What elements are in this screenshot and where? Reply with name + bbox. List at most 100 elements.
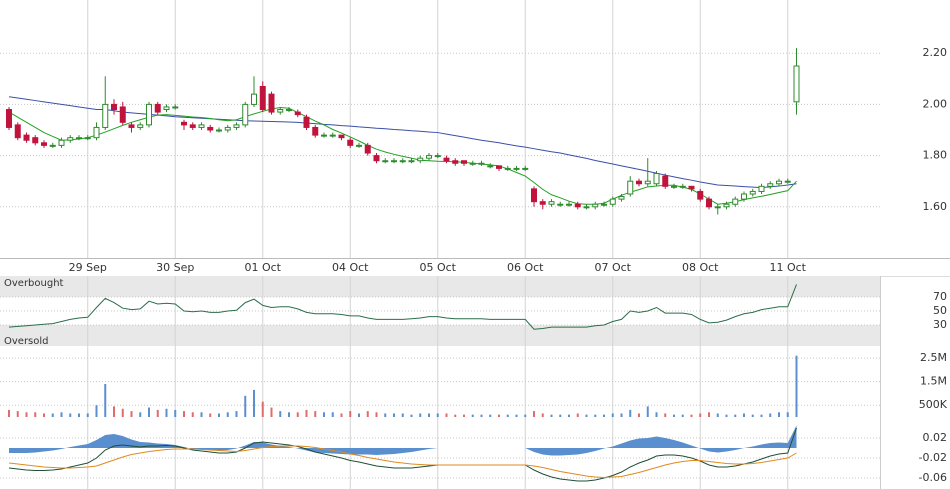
volume-bar (454, 414, 457, 417)
x-tick-label: 05 Oct (419, 261, 456, 274)
y-tick-label: 2.00 (923, 97, 948, 110)
volume-bar (209, 413, 212, 417)
candle-body (452, 160, 459, 164)
x-tick-label: 29 Sep (69, 261, 107, 274)
volume-bar (86, 413, 89, 417)
volume-bar (760, 414, 763, 417)
volume-bar (340, 413, 343, 417)
candle-body (539, 201, 546, 205)
volume-bar (603, 414, 605, 417)
candle-body (732, 198, 739, 205)
volume-bar (69, 413, 72, 417)
volume-bar (524, 414, 527, 417)
volume-bar (314, 411, 317, 417)
volume-bar (489, 414, 492, 417)
candle-body (259, 85, 266, 111)
overbought-band (0, 276, 880, 297)
y-tick-label: -0.06 (919, 471, 947, 484)
candle-body (741, 193, 747, 200)
volume-bar (716, 413, 719, 417)
volume-bar (366, 411, 369, 417)
volume-bar (270, 407, 273, 417)
candle-body (504, 167, 511, 170)
candle-body (163, 106, 170, 111)
candle-body (548, 201, 555, 205)
volume-bar (436, 413, 439, 417)
candle-body (154, 103, 161, 113)
volume-bar (673, 414, 675, 417)
candle-body (216, 129, 222, 132)
candle-body (338, 134, 345, 139)
candle-body (391, 160, 397, 163)
y-tick-label: 1.60 (923, 200, 948, 213)
volume-bar (191, 412, 194, 417)
candle-body (111, 103, 117, 111)
candle-body (688, 185, 695, 190)
volume-bar (288, 412, 290, 417)
volume-bar (139, 412, 142, 417)
candle-body (697, 190, 704, 200)
volume-bar (244, 395, 247, 417)
volume-bar (629, 409, 632, 417)
volume-bar (664, 413, 667, 417)
volume-bar (218, 413, 220, 417)
candle-body (67, 137, 74, 141)
candle-body (93, 126, 100, 139)
volume-bar (708, 412, 710, 417)
y-tick-label: 1.5M (920, 375, 947, 388)
volume-bar (174, 409, 177, 417)
volume-bar (480, 414, 483, 417)
candle-body (426, 155, 432, 159)
candle-body (119, 106, 126, 123)
volume-bar (585, 414, 588, 417)
volume-bar (165, 408, 168, 417)
candle-body (461, 160, 467, 164)
volume-bar (296, 412, 299, 417)
candle-body (417, 157, 424, 162)
candle-body (23, 134, 30, 141)
volume-bar (463, 414, 465, 417)
candle-body (496, 165, 502, 169)
volume-bar (646, 406, 649, 417)
candle-body (609, 198, 616, 205)
volume-bar (279, 411, 282, 417)
x-tick-label: 30 Sep (156, 261, 194, 274)
candle-body (49, 144, 56, 147)
candle-body (513, 167, 520, 170)
candle-body (566, 203, 572, 206)
candle-body (146, 103, 152, 126)
volume-bar (148, 407, 150, 417)
candle-body (583, 206, 590, 209)
volume-bar (349, 411, 352, 417)
candle-body (181, 121, 187, 126)
x-tick-label: 11 Oct (769, 261, 806, 274)
volume-bar (699, 413, 702, 417)
volume-bar (725, 414, 728, 417)
volume-bar (156, 409, 159, 417)
candle-body (574, 203, 581, 208)
candle-body (531, 188, 537, 203)
x-tick-label: 08 Oct (682, 261, 719, 274)
volume-bar (384, 413, 387, 417)
volume-bar (375, 412, 378, 417)
candle-body (251, 93, 257, 105)
candle-body (294, 111, 301, 116)
candle-body (662, 175, 669, 187)
candle-body (723, 203, 730, 208)
candle-body (41, 142, 47, 146)
volume-bar (183, 411, 185, 417)
candle-body (277, 109, 284, 113)
candle-body (784, 180, 791, 183)
candle-body (32, 137, 39, 144)
volume-bar (235, 411, 238, 417)
volume-bar (323, 412, 325, 417)
volume-bar (25, 412, 28, 417)
volume-bar (471, 414, 474, 417)
oversold-label: Oversold (4, 336, 49, 347)
candle-body (198, 124, 205, 128)
volume-bar (445, 413, 448, 417)
y-tick-label: 2.5M (920, 351, 947, 364)
candle-body (6, 109, 12, 128)
candle-body (653, 173, 660, 185)
